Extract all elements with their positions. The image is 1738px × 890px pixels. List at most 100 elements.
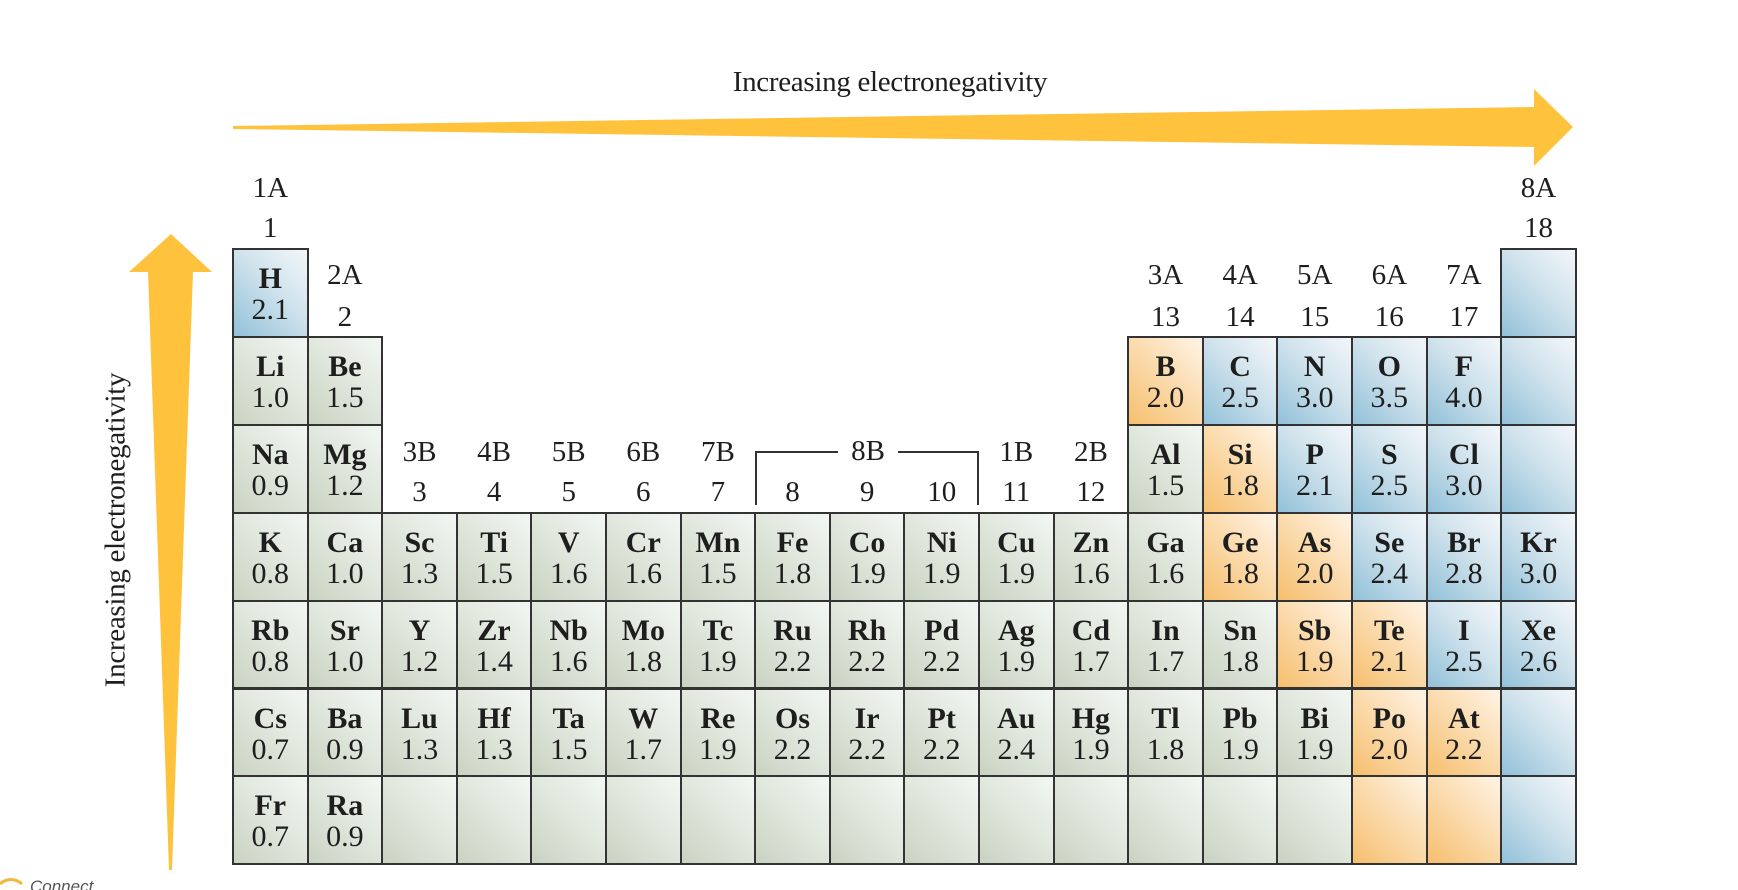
element-cell-hf: Hf 1.3	[455, 687, 533, 778]
element-symbol: Si	[1227, 437, 1253, 471]
group-8-number: 8	[785, 476, 800, 508]
group-14-number: 14	[1225, 301, 1255, 333]
group-1-number: 1	[263, 212, 278, 244]
electronegativity-value: 1.9	[1295, 644, 1334, 678]
element-cell-ag: Ag 1.9	[978, 599, 1055, 690]
element-symbol: Ag	[997, 613, 1035, 647]
element-symbol: As	[1298, 525, 1332, 559]
electronegativity-value: 1.6	[1146, 556, 1185, 590]
element-symbol: Cd	[1071, 613, 1111, 647]
element-symbol: Ir	[854, 701, 880, 735]
element-symbol: Pb	[1222, 701, 1258, 735]
element-cell-c: C 2.5	[1201, 335, 1279, 426]
electronegativity-value: 1.6	[624, 556, 663, 590]
electronegativity-value: 2.4	[1370, 556, 1409, 590]
electronegativity-value: 2.5	[1370, 468, 1409, 502]
element-cell-fr: Fr 0.7	[232, 775, 309, 866]
electronegativity-value: 4.0	[1445, 380, 1483, 414]
element-cell-v: V 1.6	[530, 511, 607, 602]
element-cell-au: Au 2.4	[978, 687, 1055, 778]
element-symbol: Na	[251, 437, 289, 471]
element-cell-si: Si 1.8	[1201, 423, 1279, 514]
group-6-roman: 6B	[626, 436, 661, 468]
element-cell-sn: Sn 1.8	[1201, 599, 1279, 690]
element-cell-ra: Ra 0.9	[306, 775, 384, 866]
electronegativity-value: 1.3	[400, 556, 439, 590]
element-cell-rb: Rb 0.8	[232, 599, 309, 690]
empty-cell-r2-c18	[1500, 335, 1577, 426]
electronegativity-value: 1.9	[997, 644, 1036, 678]
element-cell-bi: Bi 1.9	[1276, 687, 1353, 778]
group-16-number: 16	[1374, 301, 1404, 333]
electronegativity-value: 1.7	[1072, 644, 1110, 678]
element-symbol: Cr	[625, 525, 661, 559]
group-4-roman: 4B	[477, 436, 512, 468]
electronegativity-value: 2.2	[922, 732, 961, 766]
electronegativity-value: 2.1	[251, 293, 290, 326]
electronegativity-value: 1.5	[475, 556, 513, 590]
element-cell-li: Li 1.0	[232, 335, 309, 426]
element-symbol: Os	[774, 701, 810, 735]
element-symbol: N	[1303, 349, 1326, 383]
group-5-number: 5	[561, 476, 576, 508]
element-symbol: Mn	[695, 525, 741, 559]
element-symbol: Ta	[552, 701, 585, 735]
empty-cell-r7-c16	[1351, 775, 1428, 866]
electronegativity-value: 2.0	[1146, 380, 1185, 414]
empty-cell-r7-c13	[1127, 775, 1204, 866]
element-cell-mn: Mn 1.5	[679, 511, 757, 602]
element-cell-na: Na 0.9	[232, 423, 309, 514]
electronegativity-value: 1.6	[549, 556, 588, 590]
element-symbol: Re	[700, 701, 736, 735]
electronegativity-value: 0.8	[251, 556, 290, 590]
connect-watermark: Connect	[0, 876, 150, 890]
element-cell-i: I 2.5	[1425, 599, 1503, 690]
empty-cell-r3-c18	[1500, 423, 1577, 514]
element-symbol: Au	[997, 701, 1036, 735]
element-symbol: Co	[848, 525, 886, 559]
group-3-roman: 3B	[402, 436, 437, 468]
empty-cell-r7-c7	[679, 775, 757, 866]
element-symbol: Ga	[1146, 525, 1185, 559]
group-17-roman: 7A	[1446, 259, 1482, 291]
electronegativity-value: 0.9	[326, 732, 364, 766]
electronegativity-value: 2.8	[1445, 556, 1483, 590]
element-cell-ni: Ni 1.9	[903, 511, 980, 602]
element-cell-s: S 2.5	[1351, 423, 1428, 514]
element-symbol: Lu	[401, 701, 438, 735]
element-cell-as: As 2.0	[1276, 511, 1353, 602]
group-13-number: 13	[1150, 301, 1180, 333]
element-symbol: Rh	[847, 613, 887, 647]
electronegativity-value: 1.9	[1072, 732, 1110, 766]
element-cell-cd: Cd 1.7	[1052, 599, 1130, 690]
element-cell-cs: Cs 0.7	[232, 687, 309, 778]
electronegativity-value: 2.0	[1370, 732, 1409, 766]
element-cell-pd: Pd 2.2	[903, 599, 980, 690]
element-symbol: Te	[1374, 613, 1405, 647]
group-13-roman: 3A	[1147, 259, 1184, 291]
element-cell-o: O 3.5	[1351, 335, 1428, 426]
empty-cell-r1-c18	[1500, 248, 1577, 338]
element-symbol: Ge	[1221, 525, 1259, 559]
electronegativity-value: 2.2	[1445, 732, 1483, 766]
group-2-number: 2	[337, 301, 353, 333]
element-cell-se: Se 2.4	[1351, 511, 1428, 602]
element-symbol: Li	[256, 349, 285, 383]
electronegativity-value: 0.7	[251, 732, 290, 766]
group-9-number: 9	[859, 476, 875, 508]
group-4-number: 4	[486, 476, 502, 508]
element-cell-fe: Fe 1.8	[754, 511, 831, 602]
element-symbol: Bi	[1300, 701, 1329, 735]
element-symbol: Ti	[480, 525, 508, 559]
element-symbol: B	[1155, 349, 1176, 383]
element-symbol: Po	[1372, 701, 1406, 735]
element-symbol: Cl	[1448, 437, 1479, 471]
group-15-roman: 5A	[1296, 259, 1333, 291]
element-cell-f: F 4.0	[1425, 335, 1503, 426]
element-symbol: Fr	[254, 789, 287, 823]
electronegativity-value: 0.7	[251, 820, 290, 854]
element-cell-os: Os 2.2	[754, 687, 831, 778]
electronegativity-value: 3.5	[1370, 380, 1409, 414]
element-cell-b: B 2.0	[1127, 335, 1204, 426]
